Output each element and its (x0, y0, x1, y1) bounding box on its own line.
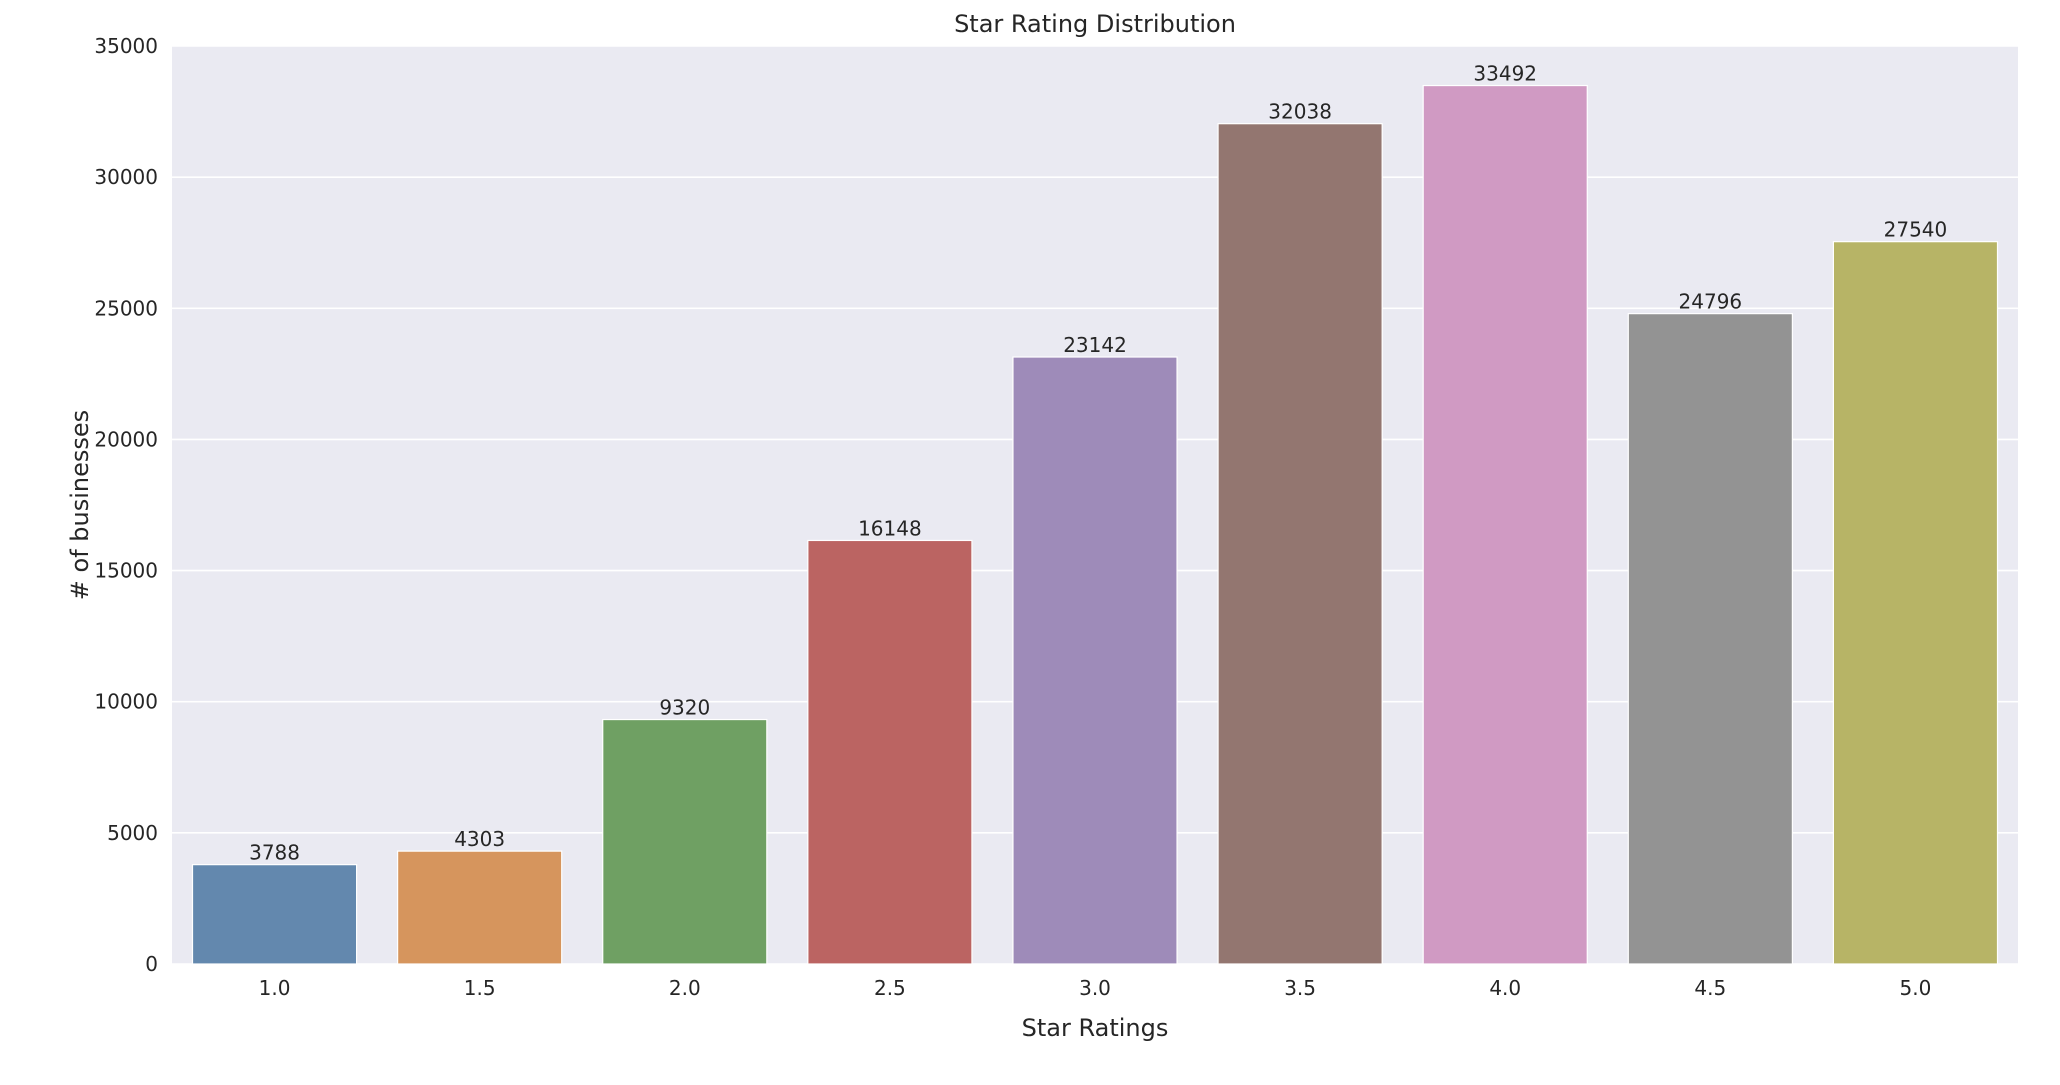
y-tick-label: 0 (145, 952, 158, 976)
x-tick-label: 1.5 (464, 976, 496, 1000)
data-label: 9320 (659, 696, 710, 720)
x-axis-ticks: 1.0 1.5 2.0 2.5 3.0 3.5 4.0 4.5 5.0 (259, 976, 1932, 1000)
x-tick-label: 3.0 (1079, 976, 1111, 1000)
y-axis-title: # of businesses (66, 410, 94, 600)
data-label: 33492 (1473, 62, 1537, 86)
data-labels: 3788 4303 9320 16148 23142 32038 33492 24796 275… (249, 62, 1947, 865)
x-tick-label: 2.5 (874, 976, 906, 1000)
y-tick-label: 15000 (94, 559, 158, 583)
data-label: 24796 (1679, 290, 1743, 314)
x-axis-title: Star Ratings (1022, 1014, 1169, 1042)
x-tick-label: 5.0 (1900, 976, 1932, 1000)
x-tick-label: 4.5 (1694, 976, 1726, 1000)
bar (1422, 84, 1588, 965)
y-tick-label: 25000 (94, 296, 158, 320)
x-tick-label: 1.0 (259, 976, 291, 1000)
bar (807, 539, 973, 965)
bar (1217, 123, 1383, 965)
bar (191, 864, 358, 965)
y-axis-ticks: 0 5000 10000 15000 20000 25000 30000 35000 (94, 34, 158, 976)
data-label: 32038 (1268, 100, 1332, 124)
bar (602, 718, 768, 965)
data-label: 27540 (1884, 218, 1948, 242)
data-label: 23142 (1063, 333, 1127, 357)
y-tick-label: 20000 (94, 427, 158, 451)
bar (397, 850, 563, 965)
x-tick-label: 2.0 (669, 976, 701, 1000)
y-tick-label: 35000 (94, 34, 158, 58)
x-tick-label: 4.0 (1489, 976, 1521, 1000)
y-tick-label: 10000 (94, 690, 158, 714)
x-tick-label: 3.5 (1284, 976, 1316, 1000)
data-label: 16148 (858, 516, 922, 540)
bars (191, 84, 1999, 965)
y-tick-label: 30000 (94, 165, 158, 189)
bar (1627, 313, 1793, 965)
bar (1832, 241, 1999, 965)
data-label: 4303 (454, 827, 505, 851)
chart-title: Star Rating Distribution (954, 10, 1236, 38)
data-label: 3788 (249, 841, 300, 865)
bar (1012, 356, 1178, 965)
y-tick-label: 5000 (107, 821, 158, 845)
